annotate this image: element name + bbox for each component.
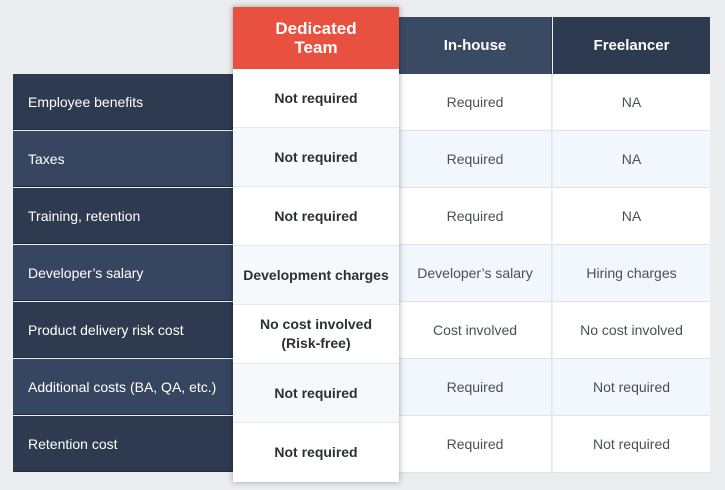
- cell-freelancer-employee-benefits: NA: [553, 74, 710, 131]
- column-header-dedicated-team: Dedicated Team: [233, 7, 399, 69]
- cell-freelancer-product-delivery-risk-cost: No cost involved: [553, 302, 710, 359]
- cell-freelancer-additional-costs: Not required: [553, 359, 710, 416]
- column-header-inhouse: In-house: [399, 17, 552, 74]
- cell-inhouse-employee-benefits: Required: [399, 74, 552, 131]
- cell-inhouse-additional-costs: Required: [399, 359, 552, 416]
- cell-freelancer-training-retention: NA: [553, 188, 710, 245]
- cell-dedicated-employee-benefits: Not required: [233, 69, 399, 128]
- cell-freelancer-taxes: NA: [553, 131, 710, 188]
- cell-inhouse-taxes: Required: [399, 131, 552, 188]
- cell-inhouse-product-delivery-risk-cost: Cost involved: [399, 302, 552, 359]
- cell-inhouse-retention-cost: Required: [399, 416, 552, 473]
- row-label-retention-cost: Retention cost: [13, 416, 233, 472]
- cell-freelancer-retention-cost: Not required: [553, 416, 710, 473]
- row-label-taxes: Taxes: [13, 131, 233, 187]
- dedicated-team-column: Dedicated Team Not required Not required…: [233, 7, 399, 482]
- cell-inhouse-training-retention: Required: [399, 188, 552, 245]
- row-label-employee-benefits: Employee benefits: [13, 74, 233, 130]
- cell-dedicated-additional-costs: Not required: [233, 364, 399, 423]
- row-label-developer-salary: Developer’s salary: [13, 245, 233, 301]
- cell-inhouse-developer-salary: Developer’s salary: [399, 245, 552, 302]
- column-header-freelancer: Freelancer: [553, 17, 710, 74]
- row-label-product-delivery-risk-cost: Product delivery risk cost: [13, 302, 233, 358]
- cell-dedicated-product-delivery-risk-cost: No cost involved (Risk-free): [233, 305, 399, 364]
- cell-dedicated-retention-cost: Not required: [274, 444, 358, 460]
- row-label-training-retention: Training, retention: [13, 188, 233, 244]
- cell-dedicated-taxes: Not required: [233, 128, 399, 187]
- cell-freelancer-developer-salary: Hiring charges: [553, 245, 710, 302]
- row-label-additional-costs: Additional costs (BA, QA, etc.): [13, 359, 233, 415]
- cell-dedicated-training-retention: Not required: [233, 187, 399, 246]
- cell-dedicated-developer-salary: Development charges: [233, 246, 399, 305]
